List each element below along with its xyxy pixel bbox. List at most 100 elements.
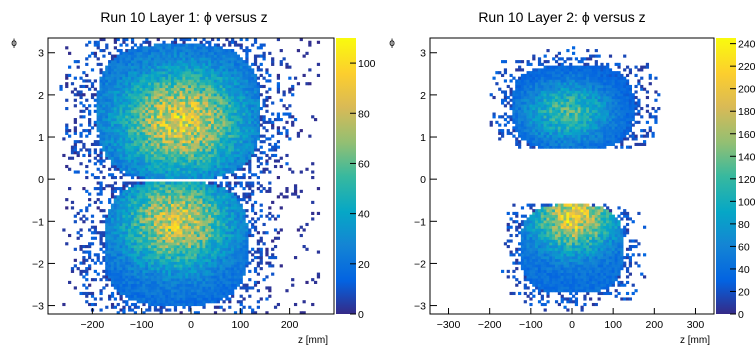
- heatmap-cell: [119, 189, 123, 193]
- heatmap-cell: [150, 283, 155, 287]
- heatmap-cell: [199, 280, 203, 284]
- heatmap-cell: [248, 84, 252, 89]
- heatmap-cell: [108, 109, 112, 113]
- heatmap-cell: [73, 142, 77, 146]
- heatmap-cell: [99, 95, 103, 100]
- heatmap-cell: [170, 101, 175, 105]
- heatmap-cell: [165, 142, 169, 146]
- heatmap-cell: [225, 54, 229, 58]
- heatmap-cell: [150, 65, 155, 69]
- heatmap-cell: [182, 43, 186, 47]
- heatmap-cell: [170, 256, 175, 260]
- heatmap-cell: [142, 118, 146, 122]
- heatmap-cell: [139, 84, 143, 89]
- heatmap-cell: [185, 95, 189, 100]
- heatmap-cell: [213, 65, 218, 69]
- heatmap-cell: [245, 184, 249, 188]
- heatmap-cell: [99, 153, 103, 158]
- heatmap-cell: [225, 206, 229, 210]
- heatmap-cell: [128, 220, 132, 224]
- heatmap-cell: [173, 173, 178, 177]
- heatmap-cell: [176, 140, 180, 144]
- heatmap-cell: [213, 118, 218, 122]
- heatmap-cell: [142, 289, 146, 293]
- heatmap-cell: [176, 57, 180, 61]
- heatmap-cell: [108, 98, 112, 102]
- heatmap-cell: [168, 62, 172, 66]
- heatmap-cell: [136, 46, 140, 50]
- heatmap-cell: [113, 239, 117, 243]
- heatmap-cell: [119, 203, 123, 207]
- heatmap-cell: [173, 40, 178, 44]
- heatmap-cell: [108, 145, 112, 149]
- heatmap-cell: [156, 57, 160, 61]
- heatmap-cell: [245, 68, 249, 72]
- heatmap-cell: [159, 187, 163, 191]
- heatmap-cell: [213, 131, 218, 135]
- heatmap-cell: [153, 225, 158, 229]
- heatmap-cell: [193, 187, 198, 191]
- heatmap-cell: [205, 192, 209, 196]
- heatmap-cell: [191, 131, 195, 135]
- heatmap-cell: [213, 239, 218, 243]
- heatmap-cell: [248, 95, 252, 100]
- heatmap-cell: [248, 98, 252, 102]
- heatmap-cell: [113, 228, 117, 232]
- heatmap-cell: [239, 222, 243, 227]
- heatmap-cell: [225, 278, 229, 282]
- heatmap-cell: [148, 272, 152, 276]
- heatmap-cell: [128, 280, 132, 284]
- heatmap-cell: [236, 120, 240, 124]
- heatmap-cell: [119, 115, 123, 119]
- heatmap-cell: [125, 57, 129, 61]
- heatmap-cell: [188, 84, 192, 89]
- heatmap-cell: [170, 170, 175, 174]
- heatmap-cell: [122, 264, 126, 268]
- heatmap-cell: [219, 159, 223, 163]
- heatmap-cell: [185, 294, 189, 298]
- heatmap-cell: [159, 104, 163, 108]
- heatmap-cell: [236, 256, 240, 260]
- heatmap-cell: [245, 239, 249, 243]
- heatmap-cell: [225, 104, 229, 108]
- heatmap-cell: [191, 148, 195, 152]
- heatmap-cell: [233, 156, 238, 160]
- heatmap-cell: [199, 231, 203, 235]
- heatmap-cell: [159, 311, 163, 315]
- heatmap-cell: [236, 156, 240, 160]
- heatmap-cell: [193, 247, 198, 251]
- heatmap-cell: [119, 112, 123, 116]
- heatmap-cell: [170, 253, 175, 257]
- heatmap-cell: [239, 302, 243, 307]
- heatmap-cell: [153, 214, 158, 218]
- heatmap-cell: [228, 120, 232, 124]
- heatmap-cell: [222, 140, 226, 144]
- heatmap-cell: [102, 245, 106, 249]
- heatmap-cell: [188, 170, 192, 174]
- heatmap-cell: [176, 76, 180, 80]
- heatmap-cell: [179, 247, 183, 251]
- heatmap-cell: [110, 269, 115, 273]
- heatmap-cell: [170, 242, 175, 246]
- heatmap-cell: [168, 79, 172, 83]
- heatmap-cell: [233, 211, 238, 215]
- heatmap-cell: [133, 233, 138, 238]
- heatmap-cell: [239, 164, 243, 169]
- heatmap-cell: [108, 73, 112, 77]
- heatmap-cell: [239, 151, 243, 155]
- heatmap-cell: [245, 123, 249, 127]
- heatmap-cell: [242, 269, 246, 273]
- heatmap-cell: [185, 211, 189, 215]
- heatmap-cell: [225, 71, 229, 75]
- heatmap-cell: [65, 131, 69, 135]
- heatmap-cell: [82, 269, 86, 273]
- heatmap-cell: [119, 76, 123, 80]
- heatmap-cell: [110, 140, 115, 144]
- heatmap-cell: [145, 123, 149, 127]
- heatmap-cell: [122, 145, 126, 149]
- heatmap-cell: [119, 131, 123, 135]
- heatmap-cell: [130, 145, 135, 149]
- heatmap-cell: [188, 222, 192, 227]
- heatmap-cell: [185, 233, 189, 238]
- heatmap-cell: [222, 275, 226, 279]
